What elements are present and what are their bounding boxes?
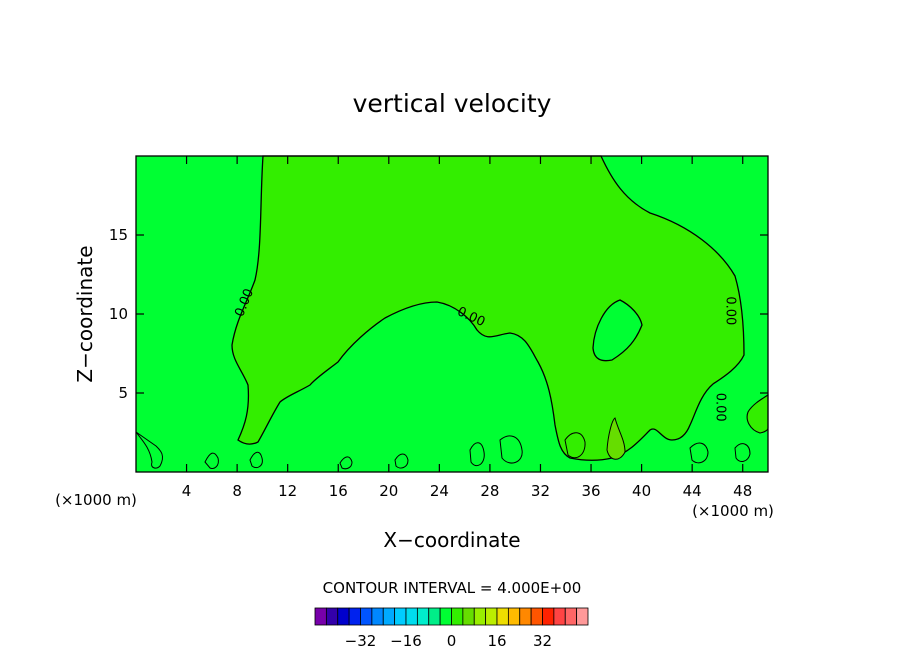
colorbar: −32 −16 0 16 32	[314, 607, 589, 650]
x-unit-right: (×1000 m)	[692, 502, 774, 520]
y-tick-label-5: 5	[118, 384, 128, 402]
x-tick-label-48: 48	[733, 482, 752, 500]
colorbar-swatch-8	[394, 607, 407, 626]
x-tick-label-36: 36	[581, 482, 600, 500]
plot-area: 0.00 0.00 0.000.004 8 12 16 20 24 28 32 36 40 44 4851…	[109, 155, 769, 500]
x-tick-label-20: 20	[379, 482, 398, 500]
x-tick-label-16: 16	[329, 482, 348, 500]
colorbar-swatch-23	[564, 607, 578, 626]
colorbar-swatch-13	[451, 607, 464, 626]
colorbar-swatch-4	[348, 607, 361, 626]
colorbar-swatch-6	[371, 607, 384, 626]
colorbar-swatch-16	[485, 607, 498, 626]
colorbar-swatch-14	[462, 607, 475, 626]
x-tick-label-4: 4	[182, 482, 192, 500]
colorbar-swatch-9	[405, 607, 418, 626]
x-tick-label-8: 8	[232, 482, 242, 500]
x-axis-title: X−coordinate	[383, 528, 520, 552]
colorbar-swatch-18	[507, 607, 521, 626]
surface-contour-5	[394, 453, 409, 469]
y-tick-label-10: 10	[109, 305, 128, 323]
colorbar-swatch-21	[542, 607, 555, 626]
colorbar-swatch-7	[382, 607, 396, 626]
colorbar-swatch-2	[325, 607, 339, 626]
contour-interval-text: CONTOUR INTERVAL = 4.000E+00	[323, 579, 582, 597]
x-tick-label-12: 12	[278, 482, 297, 500]
colorbar-label-3: 0	[447, 632, 457, 650]
x-unit-left: (×1000 m)	[55, 491, 137, 509]
contour-positive-cell	[606, 417, 626, 460]
x-tick-label-28: 28	[480, 482, 499, 500]
colorbar-swatch-11	[428, 607, 441, 626]
surface-contour-3	[249, 451, 263, 469]
colorbar-swatch-3	[337, 607, 350, 626]
surface-contour-10	[734, 443, 751, 462]
contour-label-3: 0.00	[723, 296, 738, 325]
x-tick-label-32: 32	[531, 482, 550, 500]
colorbar-swatch-20	[530, 607, 543, 626]
surface-contour-7	[499, 435, 523, 464]
surface-contour-8	[564, 432, 586, 459]
surface-contour-6	[469, 442, 485, 467]
colorbar-swatch-10	[416, 607, 430, 626]
colorbar-label-5: 32	[533, 632, 552, 650]
contour-edge-lobe	[746, 394, 769, 434]
colorbar-label-4: 16	[487, 632, 506, 650]
surface-contour-4	[339, 456, 353, 470]
colorbar-swatch-17	[496, 607, 509, 626]
colorbar-swatch-19	[519, 607, 532, 626]
x-tick-label-40: 40	[632, 482, 651, 500]
colorbar-label-2: −16	[390, 632, 422, 650]
surface-contour-2	[204, 452, 219, 469]
y-axis-title: Z−coordinate	[73, 245, 97, 382]
x-tick-label-44: 44	[683, 482, 702, 500]
y-tick-label-15: 15	[109, 226, 128, 244]
contour-negative-island	[592, 299, 643, 362]
colorbar-swatch-15	[473, 607, 487, 626]
contour-label-4: 0.00	[712, 393, 727, 422]
surface-contour-1	[135, 431, 163, 469]
colorbar-swatch-5	[360, 607, 373, 626]
surface-contour-9	[689, 442, 709, 464]
colorbar-swatch-24	[576, 607, 589, 626]
contour-positive-region	[231, 155, 745, 461]
colorbar-swatch-22	[553, 607, 566, 626]
chart-title: vertical velocity	[353, 89, 552, 118]
x-tick-label-24: 24	[430, 482, 449, 500]
colorbar-label-1: −32	[345, 632, 377, 650]
colorbar-swatch-12	[439, 607, 452, 626]
colorbar-swatch-1	[314, 607, 327, 626]
